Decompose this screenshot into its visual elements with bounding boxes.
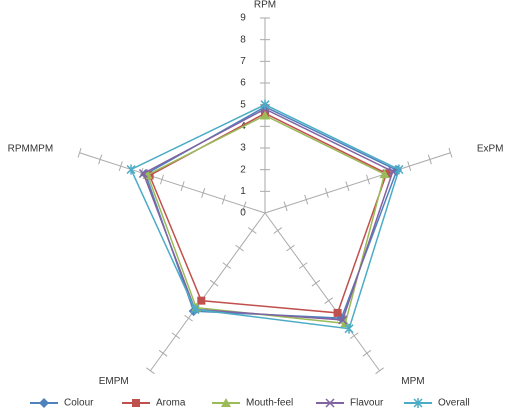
- tick-mark: [448, 147, 453, 158]
- axis-line: [149, 212, 266, 372]
- data-point: [197, 296, 206, 305]
- data-point: [126, 164, 136, 175]
- tick-mark: [221, 194, 226, 205]
- legend-label: Flavour: [350, 398, 384, 409]
- data-point: [344, 323, 354, 334]
- tick-mark: [235, 244, 244, 252]
- legend-label: Overall: [438, 398, 470, 409]
- tick-mark: [118, 161, 123, 172]
- tick-mark: [286, 244, 295, 252]
- tick-mark: [375, 367, 384, 375]
- r-tick-label: 9: [240, 13, 246, 24]
- category-label: ExPM: [477, 143, 504, 154]
- series-line: [148, 112, 388, 314]
- tick-mark: [247, 227, 257, 234]
- axis-line: [79, 152, 266, 214]
- series-line: [144, 105, 398, 319]
- tick-mark: [77, 147, 82, 158]
- r-tick-label: 5: [240, 99, 246, 110]
- tick-mark: [304, 194, 309, 205]
- legend-marker: [413, 398, 423, 408]
- r-tick-label: 6: [240, 78, 246, 89]
- legend-item: Aroma: [122, 398, 186, 409]
- r-tick-label: 2: [240, 164, 246, 175]
- tick-mark: [171, 332, 181, 340]
- data-point: [260, 99, 270, 110]
- r-tick-label: 8: [240, 34, 246, 45]
- axis-line: [264, 152, 451, 214]
- legend-item: Colour: [30, 398, 94, 409]
- tick-mark: [283, 201, 288, 212]
- tick-mark: [242, 201, 247, 212]
- tick-mark: [427, 154, 432, 165]
- category-label: MPM: [401, 376, 424, 387]
- tick-mark: [222, 262, 232, 269]
- tick-mark: [201, 188, 206, 198]
- tick-mark: [345, 181, 350, 192]
- data-point: [333, 308, 342, 317]
- data-point: [260, 110, 270, 120]
- category-label: RPM: [254, 0, 276, 11]
- tick-mark: [311, 279, 321, 287]
- legend-item: Mouth-feel: [212, 398, 293, 409]
- tick-mark: [158, 349, 168, 357]
- tick-mark: [180, 181, 185, 192]
- legend-marker: [325, 398, 335, 408]
- legend-marker: [39, 398, 49, 408]
- tick-mark: [98, 154, 103, 165]
- axis-line: [264, 212, 381, 372]
- data-point: [190, 304, 200, 315]
- data-point: [379, 169, 390, 179]
- tick-mark: [273, 227, 283, 234]
- legend-label: Colour: [64, 398, 94, 409]
- legend-label: Aroma: [156, 398, 186, 409]
- tick-mark: [146, 367, 155, 375]
- r-tick-label: 7: [240, 56, 246, 67]
- r-tick-label: 1: [240, 186, 246, 197]
- tick-mark: [209, 279, 219, 287]
- r-tick-label: 3: [240, 143, 246, 154]
- legend-item: Overall: [404, 398, 470, 409]
- tick-mark: [184, 314, 193, 322]
- data-point: [388, 166, 398, 177]
- tick-mark: [366, 174, 371, 185]
- tick-mark: [349, 332, 359, 340]
- tick-mark: [324, 188, 329, 198]
- data-point: [338, 315, 348, 325]
- tick-mark: [298, 262, 308, 269]
- r-tick-label: 0: [240, 208, 246, 219]
- tick-mark: [362, 349, 372, 357]
- data-point: [394, 164, 404, 175]
- legend-marker: [132, 399, 140, 407]
- data-point: [138, 168, 148, 179]
- category-label: RPMMPM: [8, 143, 54, 154]
- series-line: [130, 103, 400, 330]
- tick-mark: [324, 297, 334, 304]
- tick-mark: [407, 161, 412, 172]
- series-line: [142, 108, 394, 321]
- legend-label: Mouth-feel: [246, 398, 293, 409]
- category-label: EMPM: [99, 376, 129, 387]
- tick-mark: [159, 174, 164, 185]
- legend-item: Flavour: [316, 398, 384, 409]
- legend-marker: [221, 398, 231, 407]
